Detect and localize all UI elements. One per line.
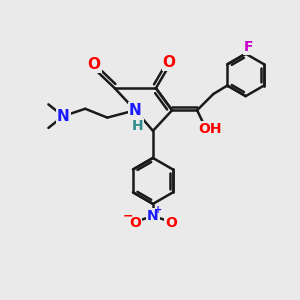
Text: −: − bbox=[123, 210, 134, 223]
Text: F: F bbox=[244, 40, 254, 54]
Text: N: N bbox=[147, 209, 159, 223]
Text: O: O bbox=[88, 56, 100, 71]
Text: OH: OH bbox=[199, 122, 222, 136]
Text: N: N bbox=[57, 109, 70, 124]
Text: H: H bbox=[132, 119, 143, 134]
Text: O: O bbox=[163, 55, 176, 70]
Text: O: O bbox=[165, 216, 177, 230]
Text: O: O bbox=[129, 216, 141, 230]
Text: +: + bbox=[154, 206, 162, 215]
Text: N: N bbox=[129, 103, 142, 118]
